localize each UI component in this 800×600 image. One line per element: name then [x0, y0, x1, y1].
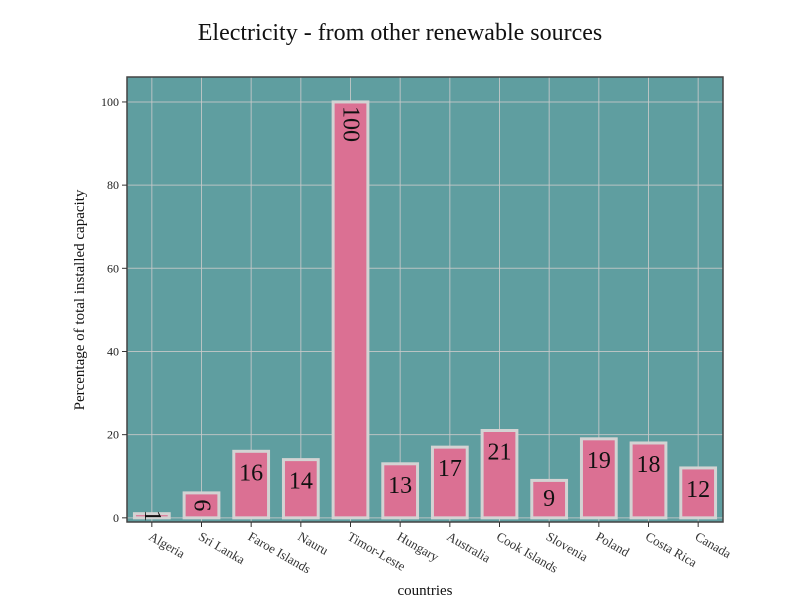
x-tick-label: Nauru	[295, 529, 331, 558]
y-tick-label: 100	[101, 95, 119, 109]
bar-value-label: 16	[239, 460, 263, 486]
x-tick-label: Costa Rica	[643, 529, 700, 570]
bar-value-label: 21	[488, 440, 512, 466]
x-tick-label: Algeria	[146, 529, 187, 562]
bar	[530, 478, 569, 520]
bar-value-label: 12	[686, 477, 710, 503]
bar-value-label: 19	[587, 448, 611, 474]
bar	[232, 449, 271, 520]
bar	[132, 512, 171, 520]
bar	[480, 429, 519, 520]
y-tick-label: 0	[113, 511, 119, 525]
bar	[281, 458, 320, 520]
y-tick-label: 60	[107, 261, 119, 275]
y-tick-label: 20	[107, 428, 119, 442]
bar	[629, 441, 668, 520]
y-tick-label: 80	[107, 178, 119, 192]
bar-value-label: 18	[637, 452, 661, 478]
bar	[331, 100, 370, 520]
bar-value-label: 1	[139, 510, 165, 522]
x-tick-label: Sri Lanka	[196, 529, 248, 568]
bar	[182, 491, 221, 520]
bar	[430, 445, 469, 520]
x-axis-title: countries	[398, 583, 453, 599]
chart-title: Electricity - from other renewable sourc…	[198, 20, 602, 46]
x-tick-label: Poland	[593, 529, 632, 560]
y-axis-title: Percentage of total installed capacity	[72, 189, 88, 410]
bar-value-label: 17	[438, 456, 462, 482]
bar	[579, 437, 618, 520]
bar-value-label: 100	[338, 106, 364, 142]
bar-value-label: 9	[543, 486, 555, 512]
y-axis: 0 20 40 60 80 100	[101, 95, 127, 525]
bar-value-label: 6	[189, 499, 215, 511]
plot-frame	[126, 76, 724, 523]
y-tick-label: 40	[107, 344, 119, 358]
bar	[679, 466, 718, 520]
x-tick-label: Australia	[444, 529, 493, 566]
bar-value-label: 14	[289, 469, 313, 495]
bar	[381, 462, 420, 520]
bar-value-label: 13	[388, 473, 412, 499]
plot-area	[127, 77, 723, 522]
